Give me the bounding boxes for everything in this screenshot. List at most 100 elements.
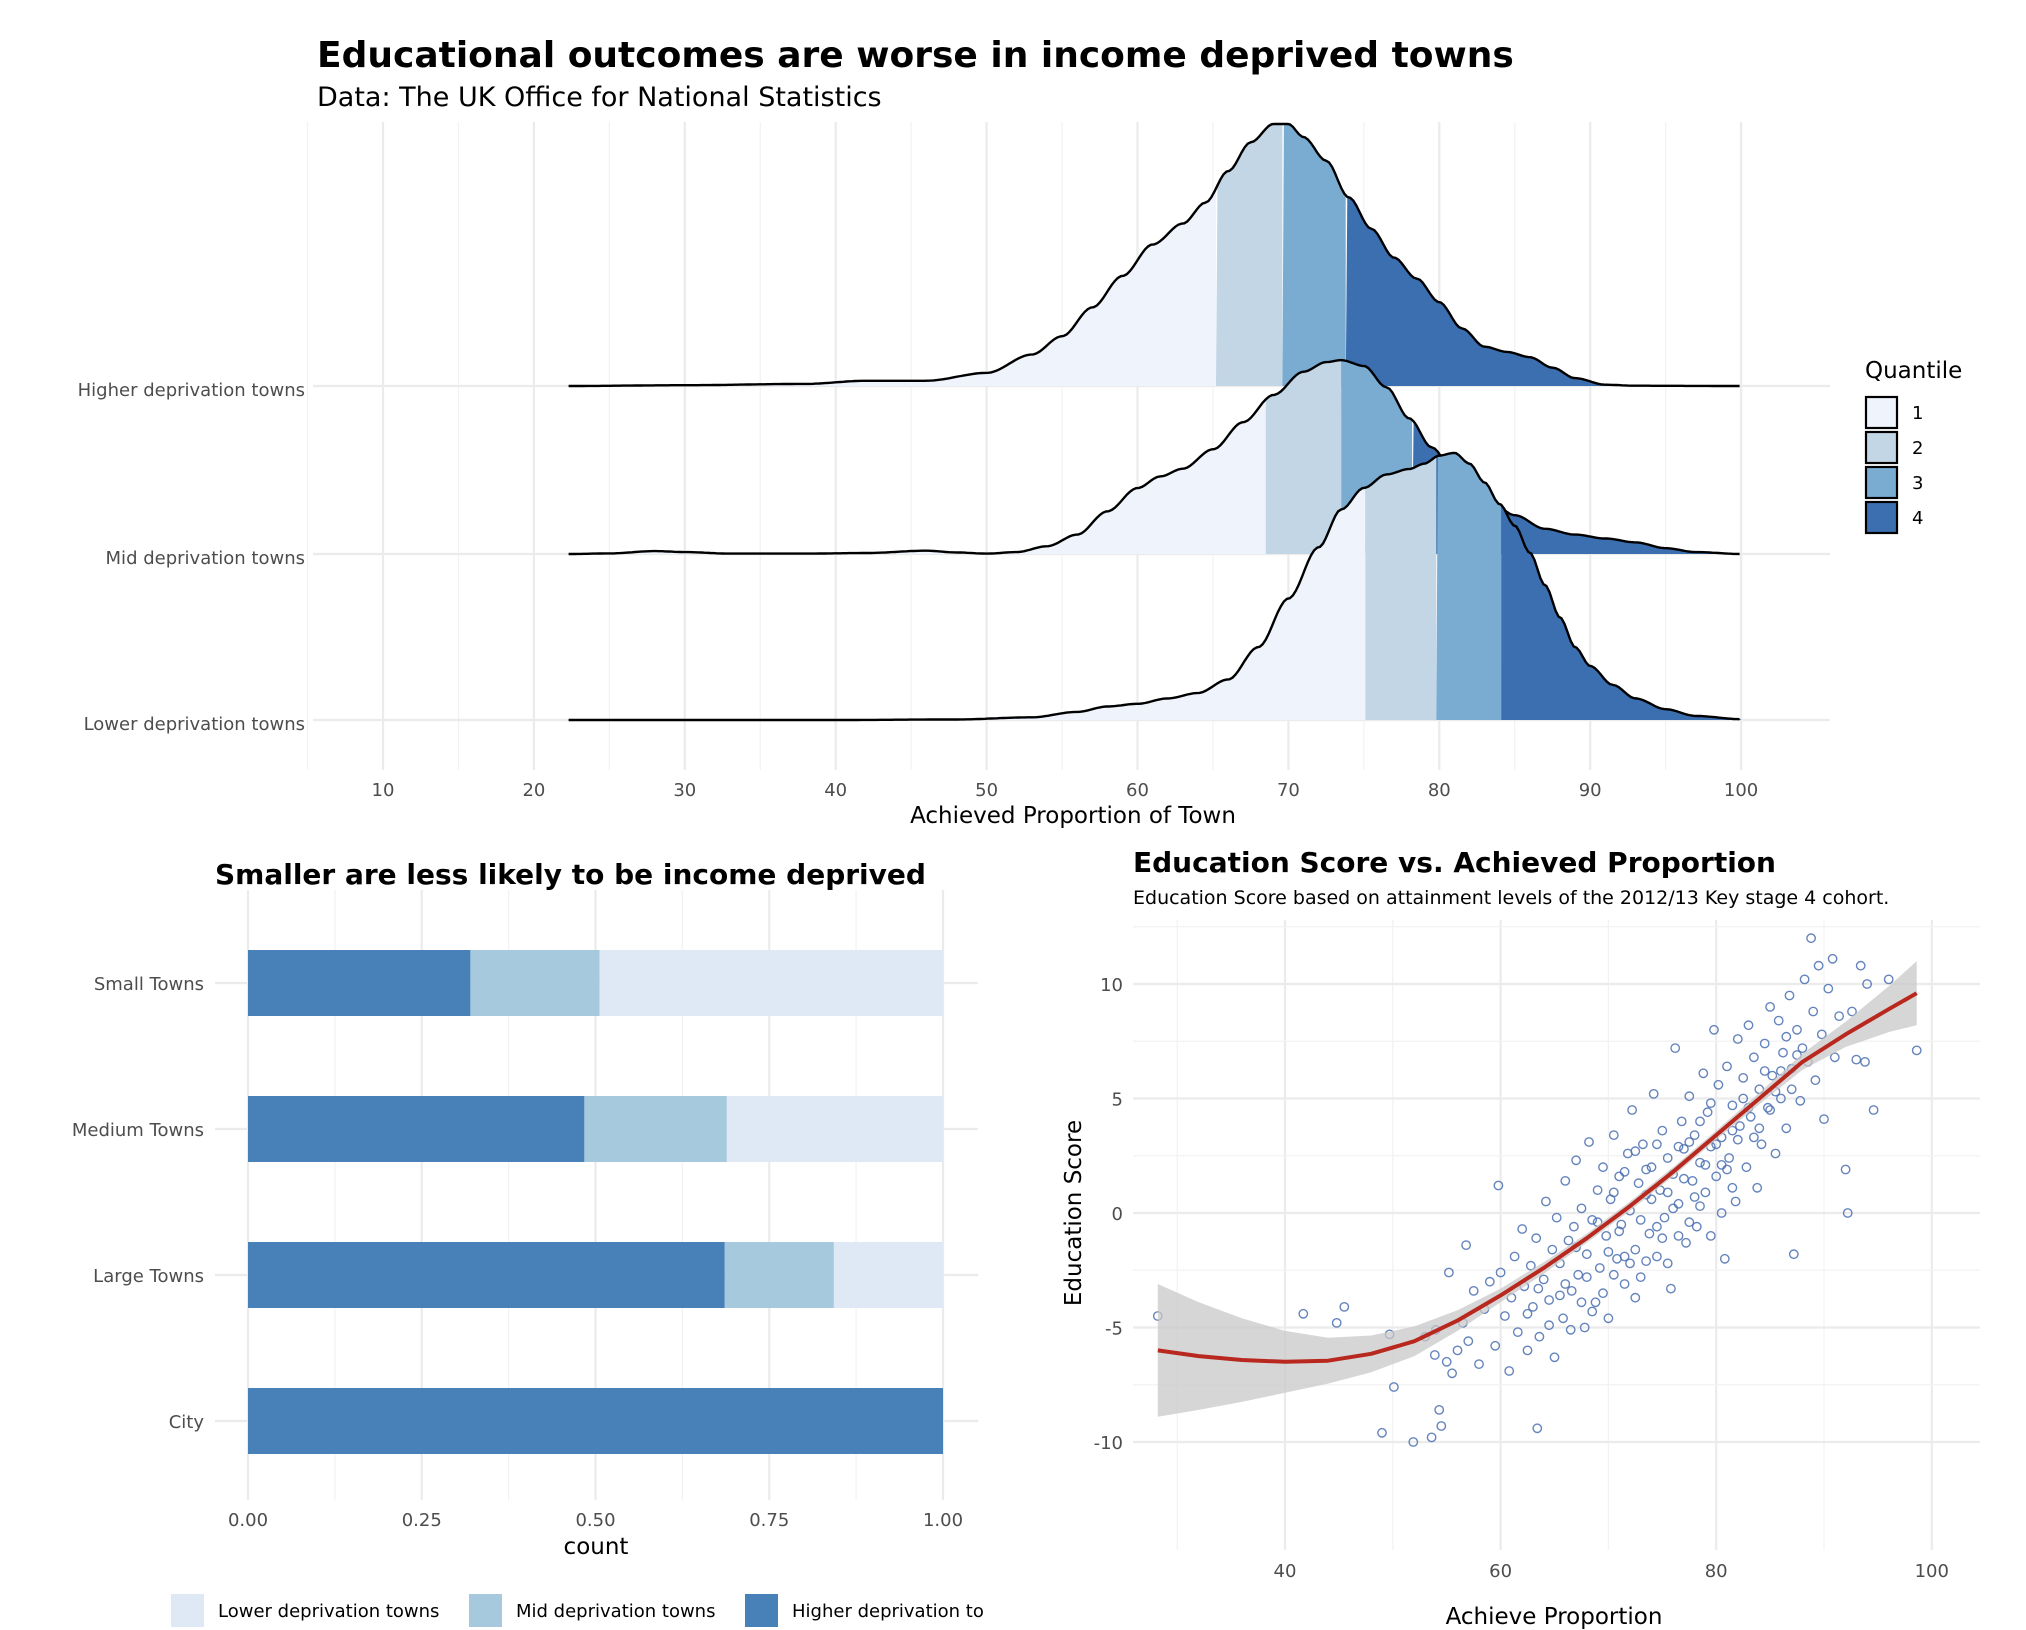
- scatter-point: [1608, 1130, 1619, 1141]
- scatter-y-tick-label: 5: [1112, 1090, 1123, 1111]
- quantile-legend-label: 3: [1912, 473, 1923, 494]
- scatter-point: [1695, 1116, 1705, 1127]
- scatter-point: [1799, 974, 1810, 985]
- scatter-point: [1842, 1208, 1853, 1218]
- scatter-y-tick-label: -10: [1094, 1433, 1123, 1454]
- scatter-point: [1689, 1192, 1700, 1202]
- scatter-subtitle: Education Score based on attainment leve…: [1133, 887, 1889, 909]
- scatter-point: [1662, 1258, 1673, 1269]
- scatter-y-axis-title: Education Score: [1061, 1120, 1087, 1306]
- scatter-point: [1722, 1061, 1732, 1072]
- bar-segment: [724, 1242, 834, 1308]
- scatter-point: [1339, 1302, 1350, 1312]
- stacked-bar-chart: Smaller are less likely to be income dep…: [72, 858, 984, 1627]
- scatter-point: [1668, 1203, 1679, 1214]
- scatter-point: [1810, 1075, 1821, 1086]
- scatter-point: [1673, 1141, 1684, 1152]
- scatter-point: [1590, 1297, 1601, 1308]
- bar-y-label: Small Towns: [94, 974, 204, 995]
- scatter-point: [1581, 1249, 1592, 1260]
- scatter-point: [1776, 1093, 1786, 1104]
- scatter-point: [1500, 1311, 1510, 1321]
- scatter-point: [1759, 1038, 1770, 1049]
- scatter-gridlines: [1133, 920, 1980, 1550]
- scatter-point: [1484, 1276, 1495, 1287]
- quantile-legend-title: Quantile: [1865, 358, 1962, 384]
- scatter-point: [1560, 1279, 1571, 1289]
- scatter-point: [1544, 1295, 1555, 1305]
- scatter-point: [1670, 1043, 1681, 1054]
- scatter-point: [1587, 1215, 1598, 1225]
- ridge-quantile-2-area: [1365, 456, 1437, 720]
- scatter-point: [1644, 1228, 1655, 1239]
- scatter-point: [1587, 1306, 1598, 1317]
- bar-segment: [248, 1096, 585, 1162]
- scatter-point: [1619, 1166, 1630, 1177]
- quantile-legend-label: 4: [1912, 508, 1923, 529]
- bar-x-tick-label: 0.75: [749, 1510, 789, 1531]
- bar-segments: [248, 950, 943, 1454]
- bar-legend-swatch: [469, 1594, 502, 1627]
- scatter-point: [1558, 1313, 1569, 1324]
- scatter-point: [1576, 1297, 1587, 1308]
- quantile-legend-label: 2: [1912, 438, 1923, 459]
- quantile-legend-swatch: [1864, 500, 1899, 535]
- scatter-point: [1532, 1423, 1543, 1434]
- ridge-quantile-1-area: [568, 399, 1266, 554]
- ridge-x-tick-label: 10: [372, 780, 395, 801]
- scatter-point: [1551, 1212, 1562, 1223]
- scatter-point: [1732, 1034, 1743, 1044]
- scatter-point: [1493, 1180, 1504, 1191]
- scatter-point: [1641, 1256, 1652, 1267]
- scatter-point: [1738, 1073, 1749, 1083]
- scatter-point: [1566, 1286, 1577, 1296]
- scatter-point: [1711, 1171, 1722, 1182]
- scatter-point: [1522, 1308, 1533, 1319]
- scatter-point: [1444, 1267, 1454, 1278]
- quantile-legend-label: 1: [1912, 403, 1923, 424]
- scatter-point: [1738, 1093, 1749, 1104]
- scatter-point: [1786, 1084, 1797, 1095]
- scatter-point: [1855, 960, 1866, 971]
- scatter-point: [1689, 1130, 1700, 1141]
- scatter-point: [1732, 1134, 1743, 1145]
- scatter-point: [1797, 1043, 1808, 1054]
- scatter-point: [1851, 1054, 1862, 1065]
- bar-segment: [248, 950, 471, 1016]
- ridge-densities: [568, 122, 1742, 722]
- scatter-point: [1883, 974, 1894, 985]
- scatter-point: [1681, 1237, 1691, 1248]
- ridge-x-tick-label: 70: [1277, 780, 1300, 801]
- bar-segment: [470, 950, 600, 1016]
- ridge-density-outline: [568, 451, 1740, 722]
- scatter-point: [1698, 1068, 1709, 1079]
- scatter-point: [1765, 1002, 1776, 1012]
- scatter-point: [1627, 1105, 1638, 1115]
- scatter-point: [1581, 1272, 1592, 1283]
- scatter-point: [1662, 1153, 1673, 1163]
- scatter-point: [1571, 1155, 1582, 1166]
- scatter-point: [1601, 1231, 1612, 1241]
- scatter-point: [1657, 1125, 1668, 1136]
- scatter-point: [1695, 1201, 1705, 1212]
- scatter-y-tick-label: 10: [1100, 975, 1123, 996]
- bar-segment: [248, 1388, 943, 1454]
- scatter-point: [1695, 1157, 1705, 1168]
- ridge-y-label: Lower deprivation towns: [84, 714, 305, 735]
- scatter-point: [1579, 1322, 1590, 1333]
- scatter-point: [1808, 1006, 1819, 1017]
- scatter-y-tick-label: -5: [1105, 1319, 1123, 1340]
- scatter-point: [1434, 1405, 1445, 1415]
- scatter-point: [1840, 1164, 1851, 1175]
- scatter-point: [1676, 1116, 1687, 1127]
- scatter-point: [1827, 953, 1838, 964]
- scatter-point: [1429, 1350, 1440, 1360]
- scatter-point: [1576, 1203, 1587, 1214]
- scatter-point: [1635, 1215, 1646, 1225]
- scatter-point: [1727, 1125, 1738, 1136]
- scatter-point: [1705, 1231, 1716, 1241]
- ridge-quantile-3-area: [1282, 124, 1346, 386]
- ridge-quantile-1-area: [568, 487, 1366, 720]
- scatter-point: [1673, 1231, 1684, 1241]
